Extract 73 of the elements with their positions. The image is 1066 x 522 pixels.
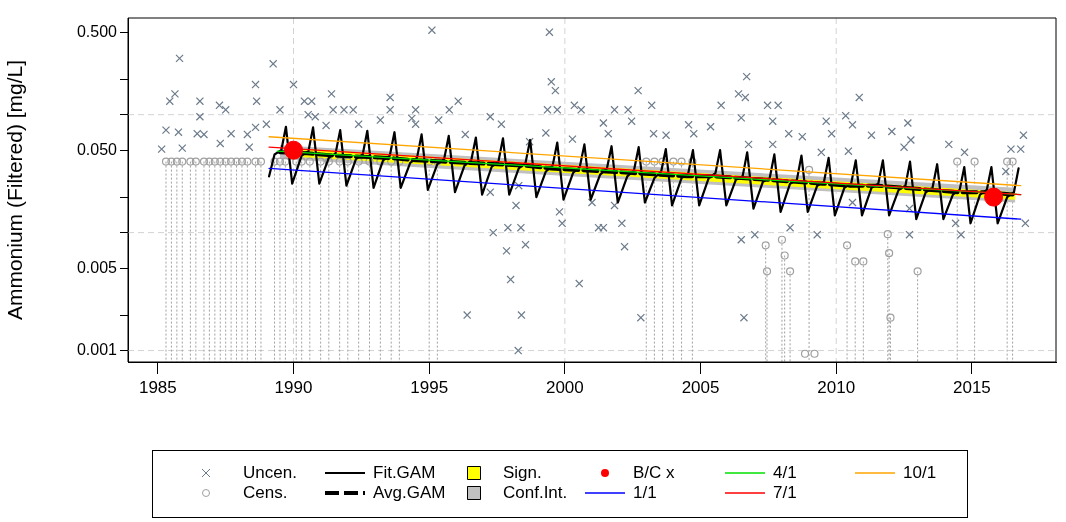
point xyxy=(780,251,789,260)
point xyxy=(800,349,810,358)
legend-label: 1/1 xyxy=(633,483,657,503)
point xyxy=(216,157,225,166)
point xyxy=(305,157,314,166)
point xyxy=(227,157,236,166)
point xyxy=(161,157,171,166)
point xyxy=(335,157,344,166)
legend-label: Sign. xyxy=(503,463,542,483)
point xyxy=(324,157,333,166)
legend-label: Uncen. xyxy=(243,463,297,483)
point xyxy=(777,235,787,244)
point xyxy=(178,157,187,166)
y-axis-title: Ammonium (Filtered) [mg/L] xyxy=(3,59,27,321)
legend-label: 4/1 xyxy=(773,463,797,483)
legend-label: Fit.GAM xyxy=(373,463,436,483)
point xyxy=(297,157,306,166)
legend-label: 10/1 xyxy=(903,463,937,483)
point xyxy=(232,157,241,166)
point xyxy=(851,257,860,266)
x-tick-label: 2015 xyxy=(952,377,991,397)
y-tick-label: 0.005 xyxy=(76,258,118,276)
point xyxy=(243,157,252,166)
x-tick-label: 1995 xyxy=(410,377,449,397)
x-tick-label: 1985 xyxy=(138,377,177,397)
point xyxy=(970,157,979,166)
point xyxy=(186,157,195,166)
point xyxy=(167,157,176,166)
legend-label: 7/1 xyxy=(773,483,797,503)
point xyxy=(172,157,181,166)
point xyxy=(883,230,892,239)
point xyxy=(785,267,795,276)
point xyxy=(221,157,230,166)
x-tick-label: 2000 xyxy=(545,377,584,397)
point xyxy=(251,157,260,166)
point xyxy=(1003,157,1012,166)
point xyxy=(1008,157,1017,166)
point xyxy=(658,157,667,166)
point xyxy=(642,157,651,166)
point xyxy=(365,157,374,166)
point xyxy=(281,157,290,166)
point xyxy=(205,157,214,166)
point xyxy=(650,157,659,166)
x-tick-label: 1990 xyxy=(274,377,313,397)
point xyxy=(270,157,279,166)
point xyxy=(953,157,962,166)
point xyxy=(886,313,895,322)
y-tick-label: 0.500 xyxy=(76,22,118,40)
point xyxy=(256,157,266,166)
point xyxy=(343,157,352,166)
point xyxy=(859,257,868,266)
point xyxy=(191,157,200,166)
point xyxy=(885,249,894,258)
point xyxy=(761,241,770,250)
point xyxy=(275,157,285,166)
legend-label: B/C x xyxy=(633,463,675,483)
point xyxy=(237,157,247,166)
point xyxy=(669,157,678,166)
legend-label: Conf.Int. xyxy=(503,483,568,503)
y-tick-label: 0.001 xyxy=(76,340,118,358)
point xyxy=(842,241,852,250)
point xyxy=(913,267,922,276)
x-tick-label: 2010 xyxy=(817,377,856,397)
point xyxy=(677,157,686,166)
legend-label: Avg.GAM xyxy=(373,483,446,503)
point xyxy=(199,157,209,166)
point xyxy=(210,157,219,166)
y-tick-label: 0.050 xyxy=(76,140,118,158)
legend-label: Cens. xyxy=(243,483,288,503)
point xyxy=(810,349,819,358)
point xyxy=(762,267,772,276)
point xyxy=(804,165,814,175)
x-tick-label: 2005 xyxy=(681,377,720,397)
